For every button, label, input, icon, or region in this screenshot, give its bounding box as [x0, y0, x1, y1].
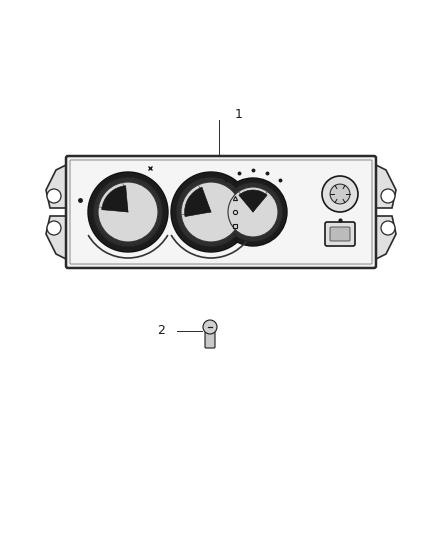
- Circle shape: [47, 221, 61, 235]
- Circle shape: [219, 178, 287, 246]
- Circle shape: [381, 221, 395, 235]
- FancyBboxPatch shape: [70, 160, 372, 264]
- Text: 2: 2: [157, 325, 165, 337]
- Circle shape: [98, 182, 158, 242]
- Circle shape: [176, 177, 246, 247]
- Wedge shape: [239, 190, 267, 212]
- Polygon shape: [372, 163, 396, 208]
- Wedge shape: [184, 187, 211, 216]
- Circle shape: [93, 177, 163, 247]
- Circle shape: [171, 172, 251, 252]
- Polygon shape: [372, 216, 396, 261]
- Circle shape: [203, 320, 217, 334]
- FancyBboxPatch shape: [330, 227, 350, 241]
- FancyBboxPatch shape: [325, 222, 355, 246]
- Circle shape: [223, 182, 283, 241]
- Circle shape: [181, 182, 241, 242]
- Circle shape: [47, 189, 61, 203]
- FancyBboxPatch shape: [205, 332, 215, 348]
- Circle shape: [228, 187, 278, 237]
- Circle shape: [88, 172, 168, 252]
- Circle shape: [381, 189, 395, 203]
- Polygon shape: [46, 163, 70, 208]
- Circle shape: [322, 176, 358, 212]
- FancyBboxPatch shape: [66, 156, 376, 268]
- Wedge shape: [102, 185, 128, 212]
- Circle shape: [330, 184, 350, 204]
- Polygon shape: [46, 216, 70, 261]
- Text: 1: 1: [235, 109, 243, 122]
